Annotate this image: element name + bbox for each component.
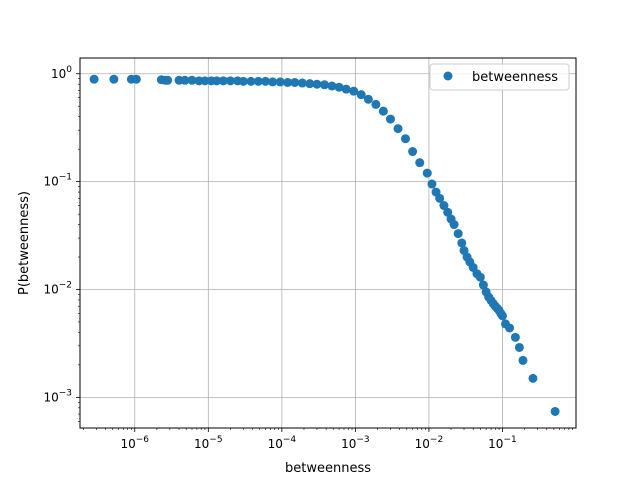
legend-marker — [443, 71, 453, 81]
data-point — [478, 280, 488, 290]
data-point — [212, 76, 222, 86]
data-point — [319, 80, 329, 90]
data-point — [283, 77, 293, 87]
data-point — [393, 124, 403, 134]
data-point — [131, 74, 141, 84]
y-tick-label: 10−2 — [43, 280, 72, 296]
x-axis-ticks: 10−6 10−5 10−4 10−3 10−2 10−1 — [83, 428, 573, 451]
data-point — [385, 114, 395, 124]
data-point — [528, 373, 538, 383]
data-point — [334, 82, 344, 92]
data-point — [435, 193, 445, 203]
y-axis-ticks: 10−3 10−2 10−1 100 — [43, 65, 80, 422]
legend: betweenness — [429, 63, 570, 91]
data-point — [225, 76, 235, 86]
y-axis-label: P(betweenness) — [17, 191, 32, 295]
data-point — [453, 229, 463, 239]
data-point — [305, 79, 315, 89]
x-tick-label: 10−5 — [194, 435, 223, 451]
data-point — [89, 74, 99, 84]
x-tick-label: 10−6 — [120, 435, 149, 451]
y-tick-label: 100 — [51, 65, 72, 81]
data-point — [246, 76, 256, 86]
data-point — [290, 77, 300, 87]
data-point — [550, 406, 560, 416]
data-point — [457, 238, 467, 248]
x-tick-label: 10−4 — [268, 435, 297, 451]
data-point — [505, 323, 515, 333]
plot-area — [80, 58, 576, 428]
data-point — [510, 332, 520, 342]
x-tick-label: 10−2 — [415, 435, 444, 451]
data-point — [253, 76, 263, 86]
data-point — [275, 77, 285, 87]
data-point — [349, 86, 359, 96]
data-point — [238, 76, 248, 86]
legend-box — [429, 63, 570, 91]
data-point — [261, 76, 271, 86]
data-point — [180, 75, 190, 85]
data-point — [422, 168, 432, 178]
data-point — [356, 90, 366, 100]
data-point — [297, 78, 307, 88]
data-point — [341, 84, 351, 94]
data-point — [163, 75, 173, 85]
data-point — [400, 134, 410, 144]
y-tick-label: 10−3 — [43, 388, 72, 404]
data-point — [408, 147, 418, 157]
legend-label: betweenness — [472, 70, 558, 85]
data-point — [475, 272, 485, 282]
data-point — [518, 355, 528, 365]
data-point — [109, 74, 119, 84]
data-point — [268, 77, 278, 87]
data-point — [312, 79, 322, 89]
data-point — [449, 220, 459, 230]
axes-frame — [79, 57, 577, 429]
data-point — [415, 158, 425, 168]
y-tick-label: 10−1 — [43, 173, 72, 189]
data-point — [439, 201, 449, 211]
data-point — [427, 179, 437, 189]
data-point — [218, 76, 228, 86]
data-point — [200, 76, 210, 86]
data-point — [514, 342, 524, 352]
data-point — [378, 106, 388, 116]
x-tick-label: 10−3 — [341, 435, 370, 451]
data-point — [497, 311, 507, 321]
data-point — [371, 99, 381, 109]
data-point — [443, 207, 453, 217]
data-point — [327, 81, 337, 91]
scatter-series — [89, 74, 560, 416]
x-axis-label: betweenness — [285, 461, 371, 476]
data-point — [363, 94, 373, 104]
x-tick-label: 10−1 — [488, 435, 517, 451]
data-point — [187, 75, 197, 85]
